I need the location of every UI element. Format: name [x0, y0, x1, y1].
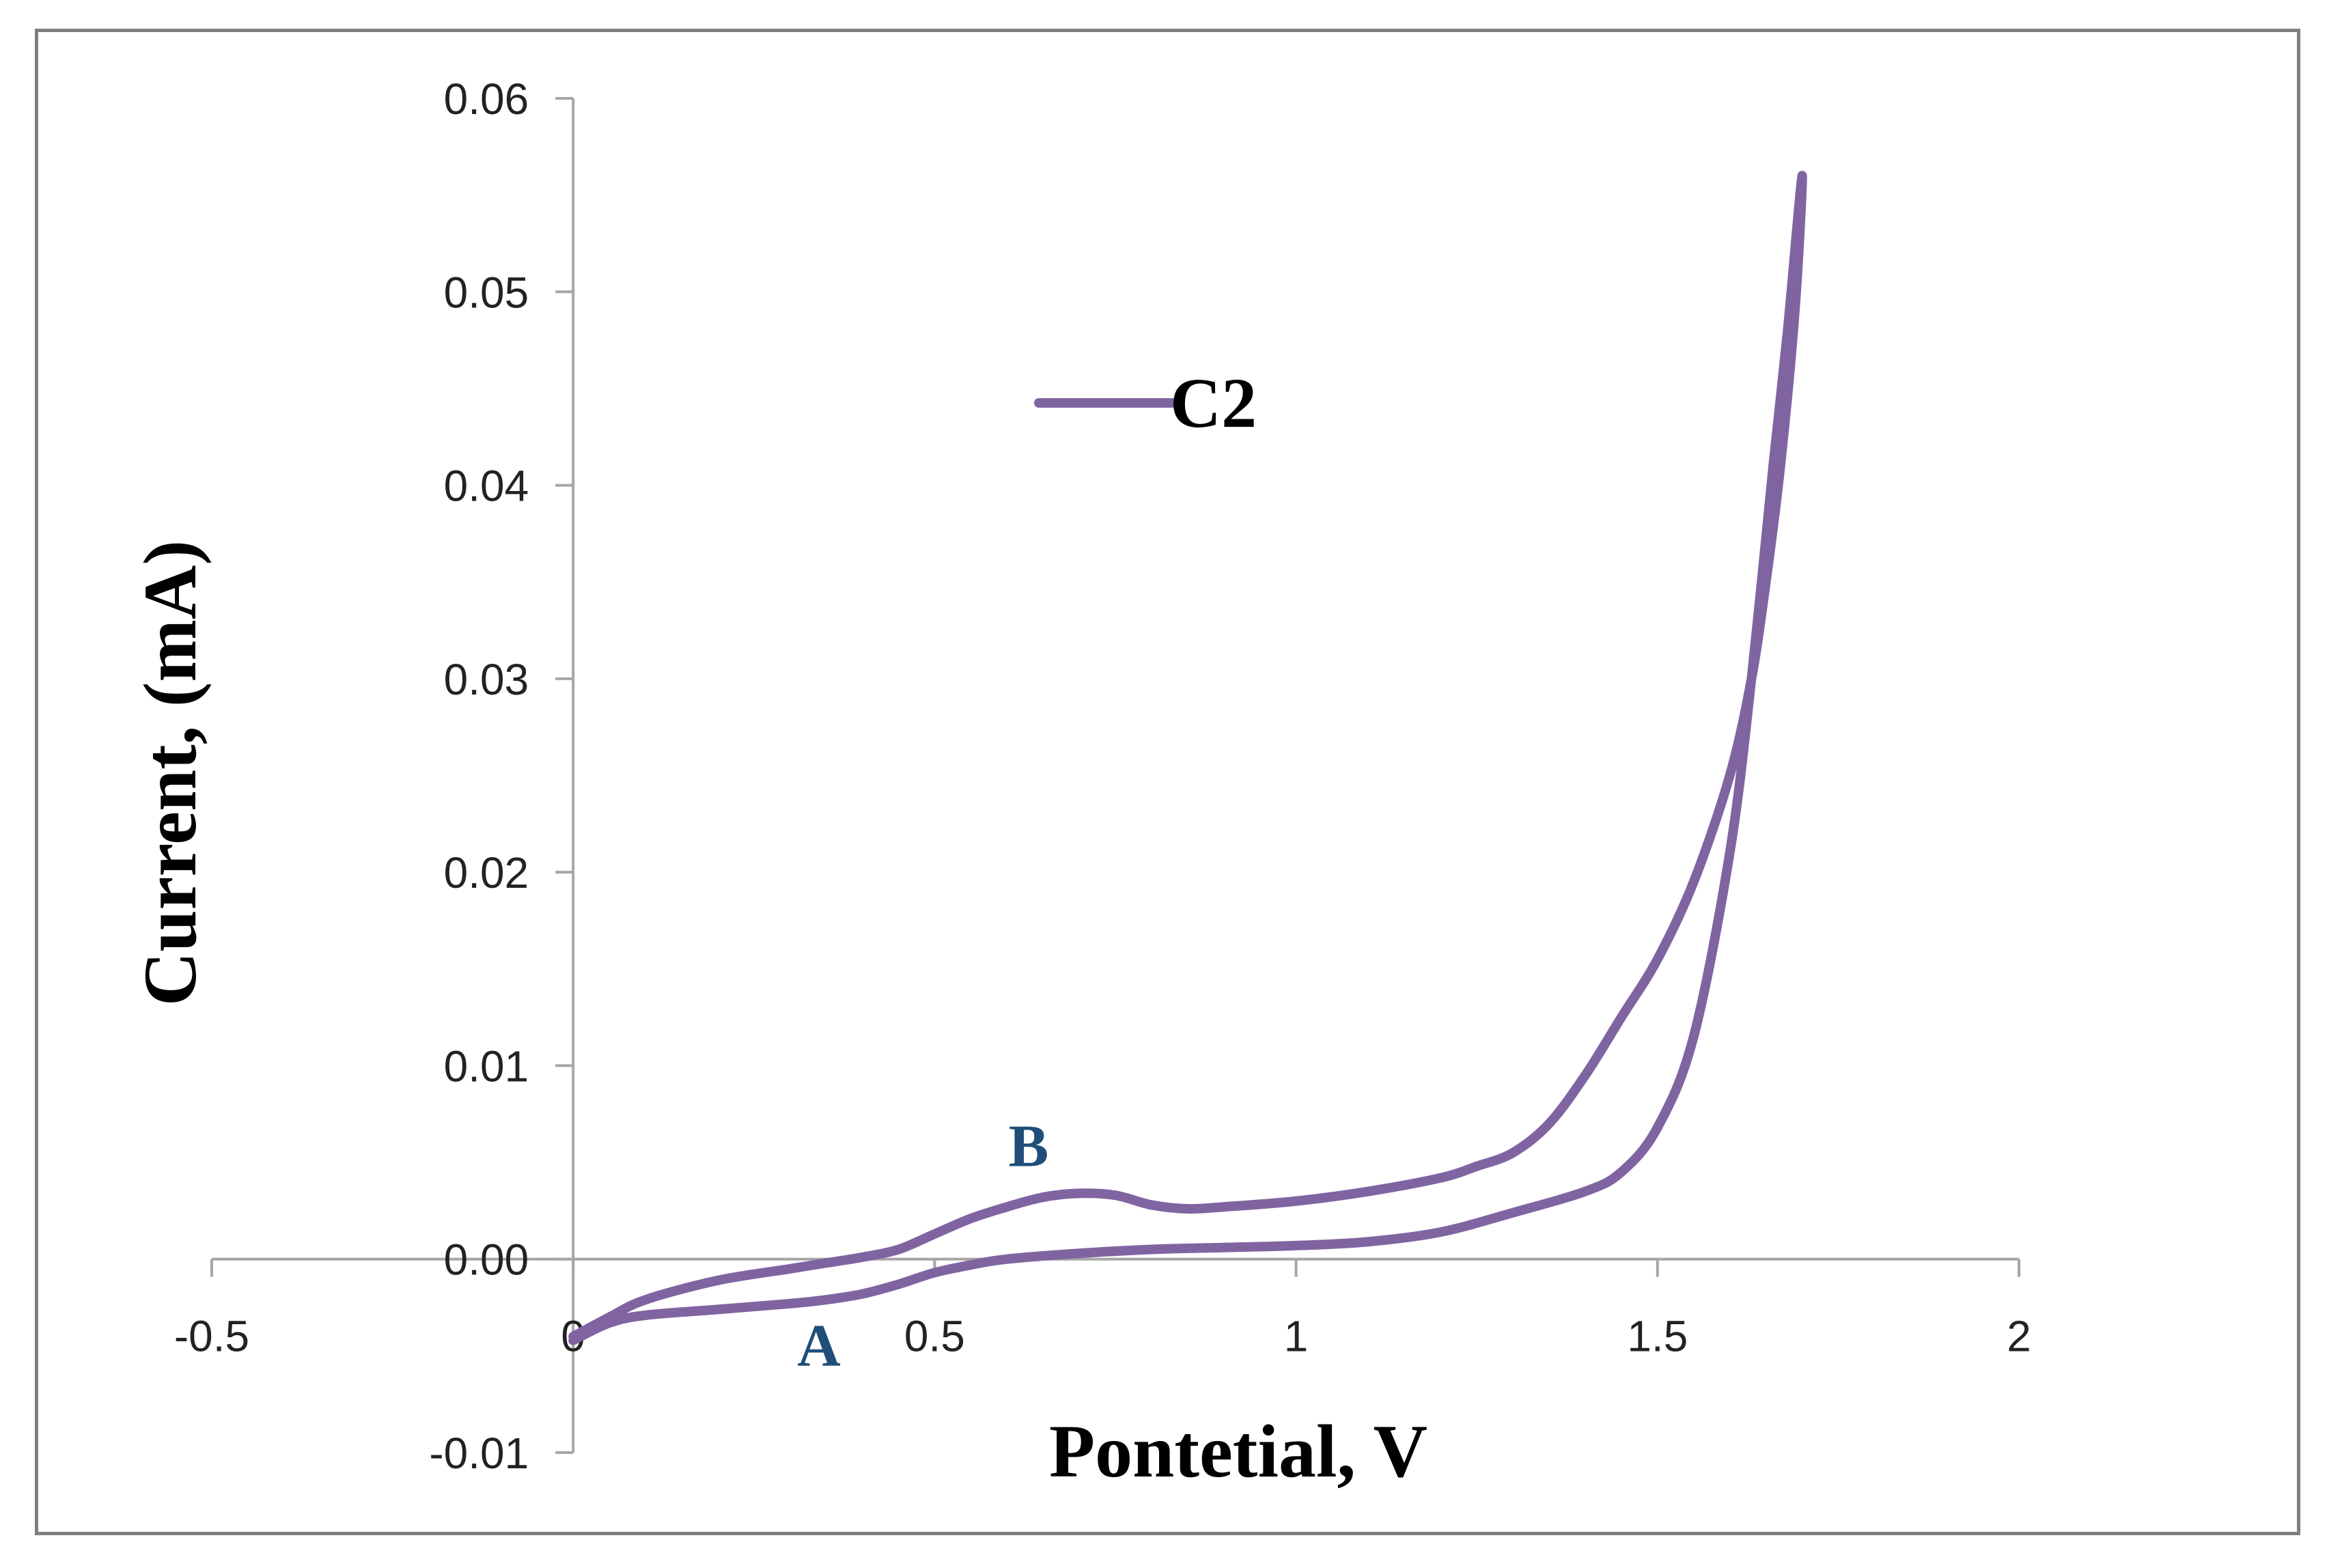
annotations: AB	[797, 1114, 1048, 1380]
legend: C2	[1034, 364, 1257, 443]
series-line-c2	[568, 171, 1807, 1345]
chart-frame: -0.5 0 0.5 1 1.5 2 -0.01 0.00 0.01 0.02 0.03 0.04 0.…	[35, 29, 2300, 1535]
y-tick-label: 0.02	[444, 848, 529, 897]
annotation-b: B	[1009, 1114, 1049, 1180]
y-tick-label: 0.06	[444, 74, 529, 124]
x-tick-label: 0.5	[904, 1312, 965, 1361]
x-tick-label: 1	[1284, 1312, 1309, 1361]
x-tick-label: 1.5	[1627, 1312, 1688, 1361]
ticks: -0.5 0 0.5 1 1.5 2-0.010.000.010.020.030.040.…	[174, 74, 2031, 1478]
x-axis-title: Pontetial, V	[1049, 1410, 1427, 1493]
chart-svg: -0.5 0 0.5 1 1.5 2-0.010.000.010.020.030.040.…	[128, 74, 2031, 1493]
y-tick-label: 0.03	[444, 655, 529, 704]
y-tick-label: 0.05	[444, 268, 529, 317]
y-tick-label: 0.04	[444, 462, 529, 511]
x-tick-label: -0.5	[174, 1312, 249, 1361]
x-tick-label: 2	[2007, 1312, 2031, 1361]
y-axis-title: Current, (mA)	[128, 540, 212, 1006]
y-tick-label: 0.00	[444, 1235, 529, 1285]
y-tick-label: -0.01	[429, 1429, 529, 1478]
axes	[212, 98, 2019, 1453]
y-tick-label: 0.01	[444, 1041, 529, 1091]
annotation-a: A	[797, 1313, 841, 1380]
legend-label-c2: C2	[1170, 364, 1257, 443]
series	[568, 171, 1807, 1345]
